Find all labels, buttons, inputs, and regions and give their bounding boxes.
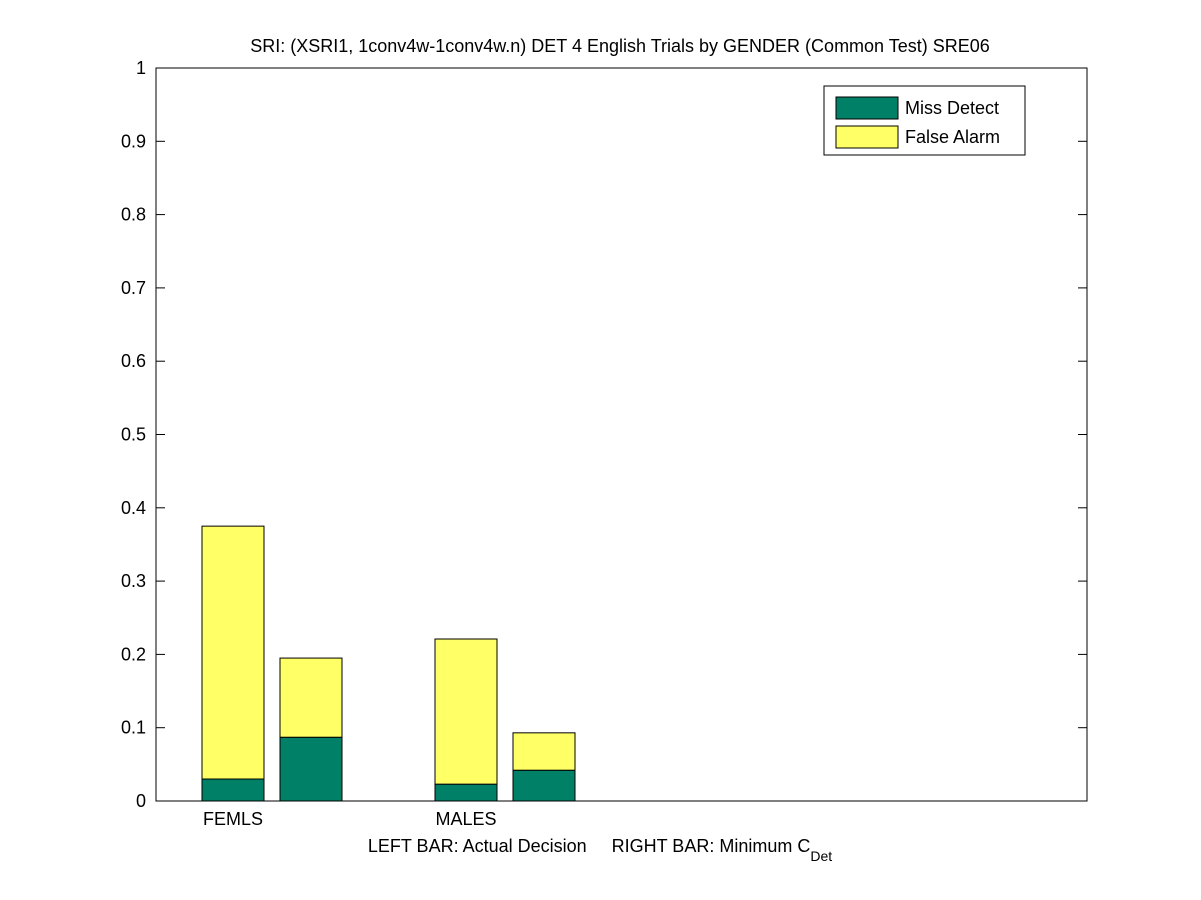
y-tick-label: 0.3: [121, 571, 146, 591]
y-tick-label: 0.6: [121, 351, 146, 371]
x-tick-label: FEMLS: [203, 809, 263, 829]
y-tick-label: 1: [136, 58, 146, 78]
bar-segment: [434, 783, 498, 802]
bar-segment: [512, 769, 576, 802]
bar-segment: [201, 778, 265, 802]
legend-label: Miss Detect: [905, 98, 999, 118]
legend-label: False Alarm: [905, 127, 1000, 147]
y-tick-label: 0.8: [121, 205, 146, 225]
chart-title: SRI: (XSRI1, 1conv4w-1conv4w.n) DET 4 En…: [250, 36, 990, 56]
legend-swatch: [835, 125, 899, 149]
y-tick-label: 0: [136, 791, 146, 811]
x-axis-label-main: LEFT BAR: Actual Decision RIGHT BAR: Min…: [368, 836, 810, 856]
y-tick-label: 0.2: [121, 644, 146, 664]
x-axis-label: LEFT BAR: Actual Decision RIGHT BAR: Min…: [368, 836, 832, 864]
bar-segment: [279, 736, 343, 802]
y-tick-label: 0.5: [121, 425, 146, 445]
y-tick-label: 0.7: [121, 278, 146, 298]
bar-segment: [512, 732, 576, 771]
y-tick-label: 0.9: [121, 131, 146, 151]
y-tick-label: 0.4: [121, 498, 146, 518]
x-axis-label-subscript: Det: [810, 848, 832, 864]
y-tick-label: 0.1: [121, 718, 146, 738]
bar-segment: [279, 657, 343, 738]
legend-swatch: [835, 96, 899, 120]
bar-segment: [201, 525, 265, 780]
bar-segment: [434, 638, 498, 785]
x-tick-label: MALES: [435, 809, 496, 829]
